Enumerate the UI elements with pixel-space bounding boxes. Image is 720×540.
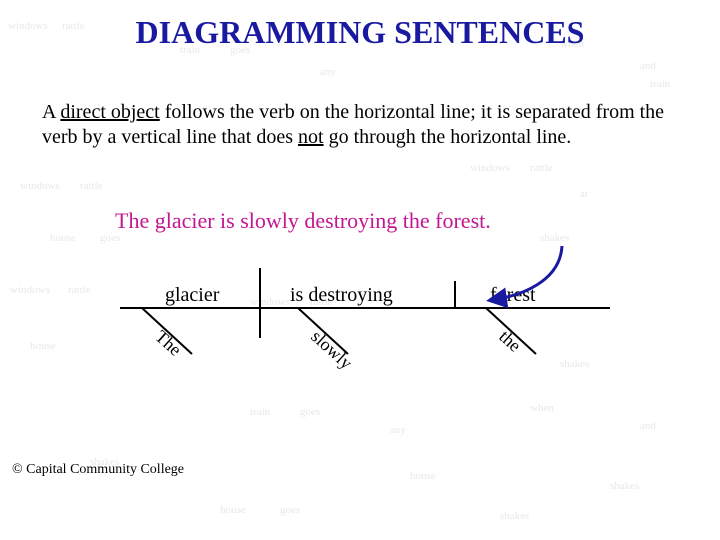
bg-word: goes	[280, 504, 300, 516]
copyright: © Capital Community College	[12, 462, 184, 478]
diagram-svg: glacier is destroying forest The slowly …	[120, 268, 640, 408]
bg-word: rattle	[68, 284, 91, 296]
bg-word: house	[50, 232, 76, 244]
bg-word: house	[30, 340, 56, 352]
diagram-article-subject: The	[151, 326, 185, 360]
diagram-verb: is destroying	[290, 284, 393, 306]
bg-word: any	[390, 424, 406, 436]
diagram-adverb: slowly	[307, 326, 356, 373]
example-sentence: The glacier is slowly destroying the for…	[115, 208, 491, 234]
diagram-subject: glacier	[165, 284, 220, 306]
bg-word: shakes	[500, 510, 529, 522]
bg-word: windows	[470, 162, 510, 174]
diagram-object: forest	[490, 284, 536, 306]
bg-word: house	[410, 470, 436, 482]
bg-word: windows	[10, 284, 50, 296]
bg-word: shakes	[540, 232, 569, 244]
diagram-article-object: the	[495, 326, 525, 356]
bg-word: at	[580, 188, 588, 200]
bg-word: rattle	[80, 180, 103, 192]
bg-word: house	[220, 504, 246, 516]
body-not: not	[298, 126, 324, 148]
bg-word: and	[640, 420, 656, 432]
bg-word: and	[640, 60, 656, 72]
body-direct-object: direct object	[60, 101, 159, 123]
body-seg3: go through the horizontal line.	[324, 126, 572, 148]
bg-word: rattle	[530, 162, 553, 174]
bg-word: shakes	[610, 480, 639, 492]
sentence-diagram: glacier is destroying forest The slowly …	[120, 268, 640, 408]
page-title: DIAGRAMMING SENTENCES	[0, 14, 720, 51]
body-seg1: A	[42, 101, 60, 123]
bg-word: windows	[20, 180, 60, 192]
bg-word: any	[320, 66, 336, 78]
explanation-text: A direct object follows the verb on the …	[42, 100, 672, 150]
bg-word: train	[650, 78, 670, 90]
